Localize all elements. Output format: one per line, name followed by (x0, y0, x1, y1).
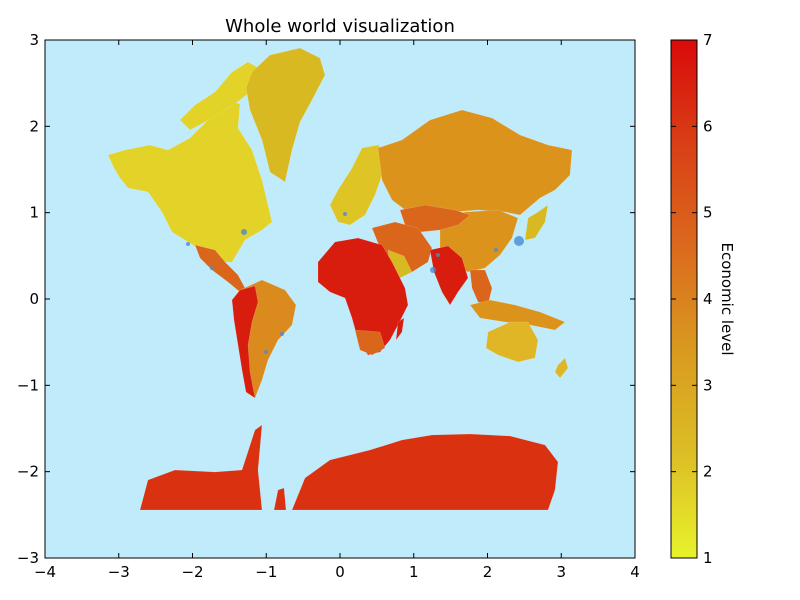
x-tick-label: −4 (34, 563, 56, 581)
y-axis: 3 2 1 0 −1 −2 −3 (17, 31, 635, 567)
antarctica-peninsula-region[interactable] (273, 487, 287, 511)
x-tick-label: 2 (483, 563, 493, 581)
plot-area (44, 39, 636, 559)
x-axis: −4 −3 −2 −1 0 1 2 3 4 (34, 40, 640, 581)
x-tick-label: −2 (181, 563, 203, 581)
x-tick-label: −3 (108, 563, 130, 581)
colorbar-tick-label: 6 (703, 117, 713, 135)
japan-region[interactable] (524, 204, 549, 241)
y-tick-label: −3 (17, 549, 39, 567)
africa-region[interactable] (317, 237, 409, 356)
y-tick-label: 2 (29, 117, 39, 135)
antarctica-region[interactable] (139, 424, 263, 511)
x-tick-label: 1 (409, 563, 419, 581)
south-america-west-region[interactable] (231, 285, 259, 399)
colorbar-tick-label: 7 (703, 31, 713, 49)
australia-region[interactable] (485, 321, 539, 363)
india-region[interactable] (429, 245, 469, 306)
landmasses (107, 47, 573, 511)
colorbar-tick-label: 5 (703, 204, 713, 222)
city-marker[interactable] (280, 332, 284, 336)
city-marker[interactable] (186, 242, 190, 246)
colorbar: 1 2 3 4 5 6 7 Economic level (670, 31, 736, 567)
x-tick-label: 3 (556, 563, 566, 581)
indonesia-region[interactable] (469, 299, 566, 331)
south-africa-region[interactable] (354, 329, 386, 356)
x-tick-label: −1 (255, 563, 277, 581)
colorbar-tick-label: 4 (703, 290, 713, 308)
colorbar-ticks: 1 2 3 4 5 6 7 (671, 31, 713, 567)
city-marker[interactable] (494, 248, 498, 252)
city-marker[interactable] (264, 350, 268, 354)
city-marker[interactable] (241, 229, 247, 235)
antarctica-east-region[interactable] (291, 433, 559, 511)
greenland-region[interactable] (245, 47, 326, 183)
chart-title: Whole world visualization (225, 16, 455, 37)
north-america-region[interactable] (107, 99, 273, 263)
colorbar-tick-label: 3 (703, 376, 713, 394)
colorbar-tick-label: 1 (703, 549, 713, 567)
y-tick-label: −1 (17, 376, 39, 394)
x-tick-label: 0 (335, 563, 345, 581)
city-marker[interactable] (436, 253, 440, 257)
new-zealand-region[interactable] (554, 357, 569, 379)
y-tick-label: 3 (29, 31, 39, 49)
x-tick-label: 4 (630, 563, 640, 581)
y-tick-label: 1 (29, 204, 39, 222)
city-marker[interactable] (514, 236, 524, 246)
city-marker[interactable] (343, 212, 347, 216)
madagascar-region[interactable] (395, 317, 405, 341)
city-marker[interactable] (430, 267, 436, 273)
y-tick-label: 0 (29, 290, 39, 308)
colorbar-tick-label: 2 (703, 463, 713, 481)
city-marker[interactable] (210, 266, 214, 270)
colorbar-label: Economic level (718, 242, 736, 355)
city-markers (186, 212, 524, 354)
y-tick-label: −2 (17, 463, 39, 481)
